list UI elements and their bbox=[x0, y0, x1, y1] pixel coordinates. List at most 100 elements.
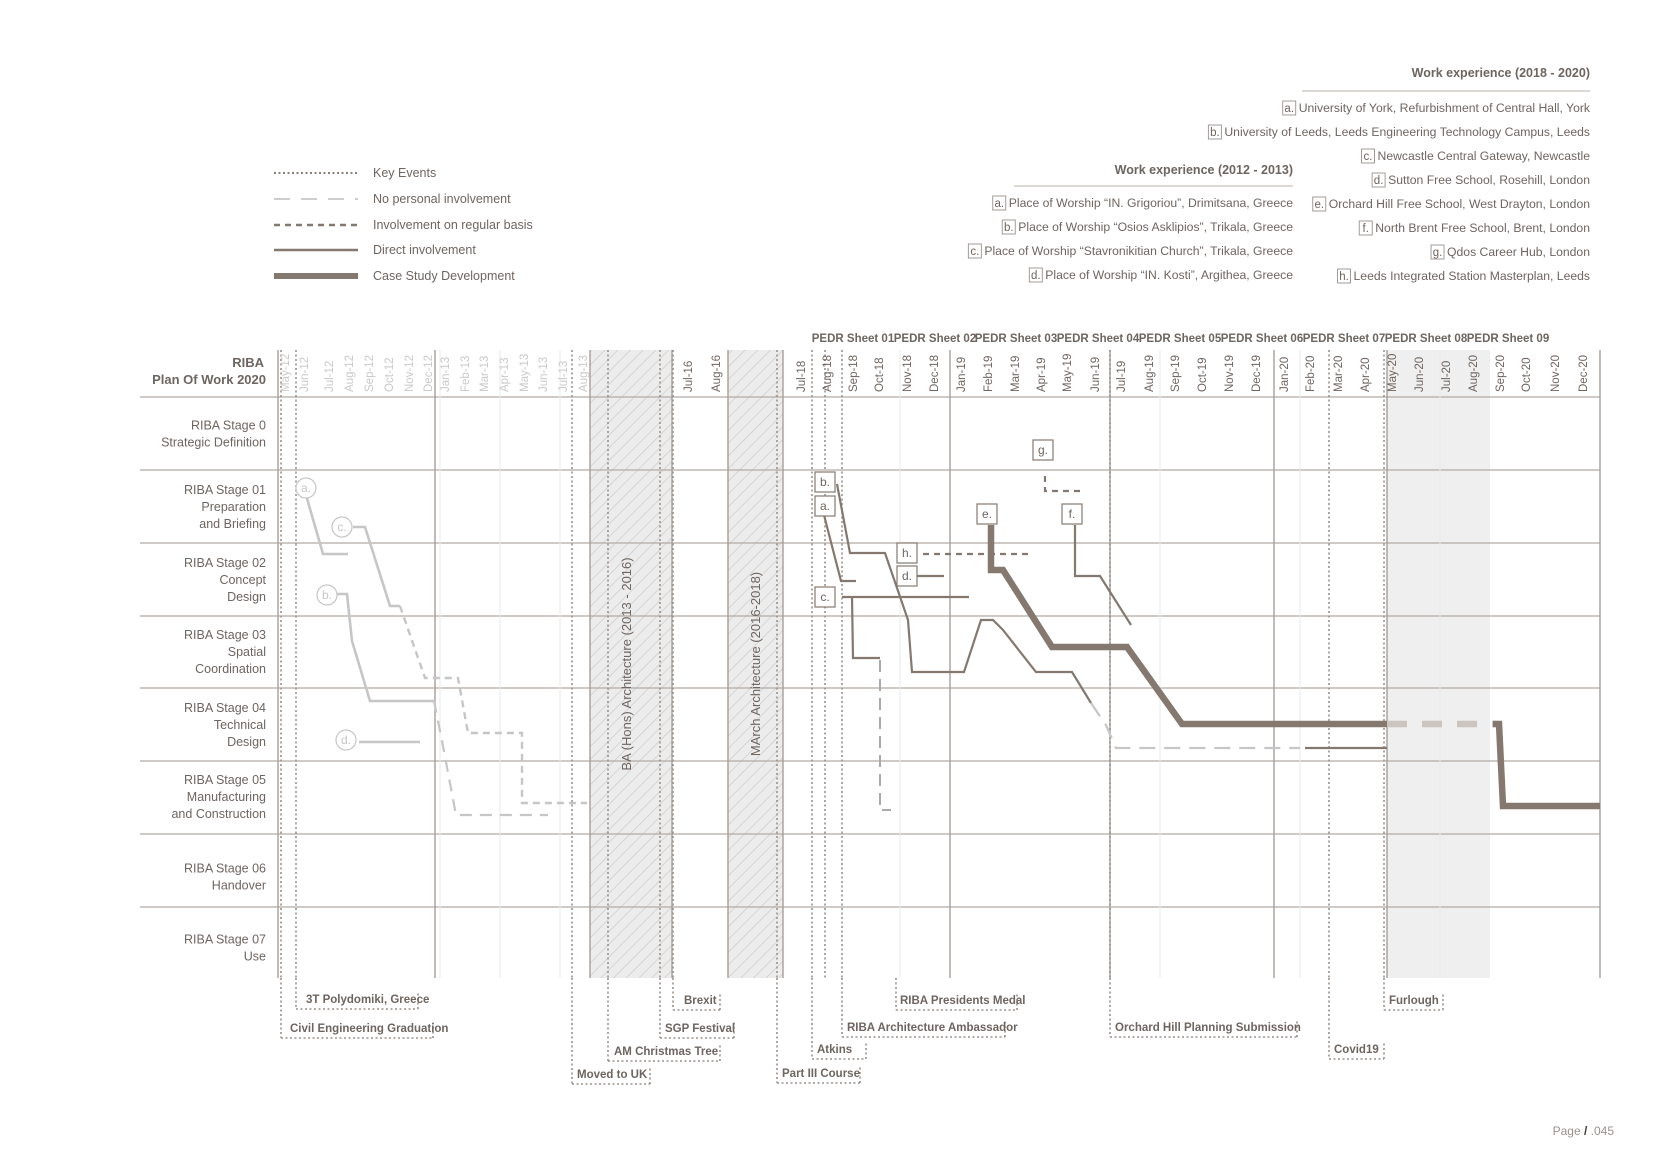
project-marker-label: c. bbox=[820, 590, 829, 604]
month-label: May-13 bbox=[519, 354, 531, 392]
stage-label: Handover bbox=[212, 879, 266, 893]
month-label: Oct-12 bbox=[384, 357, 396, 392]
pedr-sheet-label: PEDR Sheet 03 bbox=[975, 333, 1057, 345]
month-label: Jan-20 bbox=[1279, 357, 1291, 392]
project-b-no-involvement bbox=[1090, 702, 1300, 750]
event-label: RIBA Presidents Medal bbox=[900, 995, 1025, 1007]
month-label: Sep-18 bbox=[848, 355, 860, 392]
month-label: Jun-20 bbox=[1414, 357, 1426, 392]
month-label: Dec-20 bbox=[1578, 355, 1590, 392]
page-value: .045 bbox=[1587, 1124, 1614, 1138]
month-label: Jul-19 bbox=[1116, 361, 1128, 392]
legend-case-study-label: Case Study Development bbox=[373, 269, 515, 283]
legend: Key Events No personal involvement Invol… bbox=[274, 166, 533, 283]
project-sutton-line bbox=[850, 596, 880, 660]
month-label: Nov-18 bbox=[902, 355, 914, 392]
pedr-sheet-label: PEDR Sheet 02 bbox=[894, 333, 976, 345]
furlough-band bbox=[1387, 350, 1490, 978]
stage-label: and Construction bbox=[171, 807, 266, 821]
month-label: Apr-19 bbox=[1036, 357, 1048, 392]
legend-key-events-label: Key Events bbox=[373, 166, 436, 180]
month-label: Mar-19 bbox=[1010, 356, 1022, 392]
ba-architecture-bar bbox=[590, 350, 672, 978]
case-study-line bbox=[987, 525, 1387, 728]
work-item-box bbox=[967, 243, 982, 259]
month-label: Aug-16 bbox=[711, 355, 723, 392]
case-study-resume bbox=[1493, 720, 1600, 810]
work-item-label: Place of Worship “IN. Grigoriou”, Drimit… bbox=[1009, 196, 1293, 210]
work-item-box bbox=[1371, 172, 1386, 188]
event-label: SGP Festival bbox=[665, 1023, 735, 1035]
work-item-box bbox=[1028, 267, 1043, 283]
month-label: Oct-20 bbox=[1521, 357, 1533, 392]
work-item-box bbox=[992, 195, 1007, 211]
project-marker-box bbox=[814, 495, 836, 517]
work-2012-title: Work experience (2012 - 2013) bbox=[1115, 163, 1293, 177]
early-projects bbox=[304, 494, 587, 817]
month-label: Mar-13 bbox=[479, 356, 491, 392]
project-marker-label: a. bbox=[820, 499, 830, 513]
ba-architecture-label: BA (Hons) Architecture (2013 - 2016) bbox=[619, 557, 634, 770]
stage-label: RIBA Stage 06 bbox=[184, 862, 266, 876]
month-label: Apr-20 bbox=[1360, 357, 1372, 392]
stage-label: RIBA Stage 07 bbox=[184, 933, 266, 947]
event-label: AM Christmas Tree bbox=[614, 1046, 718, 1058]
project-marker-box bbox=[896, 542, 918, 564]
early-marker-label: b. bbox=[322, 588, 332, 602]
pedr-sheet-label: PEDR Sheet 09 bbox=[1467, 333, 1549, 345]
stage-label: Spatial bbox=[228, 645, 266, 659]
event-label: Moved to UK bbox=[577, 1069, 648, 1081]
pedr-sheet-label: PEDR Sheet 01 bbox=[812, 333, 895, 345]
work-item-label: Leeds Integrated Station Masterplan, Lee… bbox=[1354, 269, 1590, 283]
work-item-letter: e. bbox=[1314, 199, 1324, 211]
work-item-label: North Brent Free School, Brent, London bbox=[1375, 221, 1590, 235]
month-label: Jun-19 bbox=[1090, 357, 1102, 392]
stage-label: Use bbox=[244, 950, 266, 964]
work-item-letter: g. bbox=[1433, 247, 1443, 259]
event-label: Civil Engineering Graduation bbox=[290, 1023, 448, 1035]
legend-no-involvement-label: No personal involvement bbox=[373, 192, 511, 206]
riba-title-line1: RIBA bbox=[232, 355, 264, 370]
month-label: Mar-20 bbox=[1333, 356, 1345, 392]
work-experience-2018: Work experience (2018 - 2020) University… bbox=[1207, 66, 1591, 284]
project-marker-label: g. bbox=[1038, 443, 1048, 457]
early-marker-circle bbox=[295, 477, 317, 499]
month-label: Jan-13 bbox=[440, 357, 452, 392]
work-item-box bbox=[1207, 124, 1222, 140]
march-architecture-bar bbox=[728, 350, 783, 978]
month-label: Jul-20 bbox=[1441, 361, 1453, 392]
stage-label: Concept bbox=[219, 573, 266, 587]
work-item-letter: d. bbox=[1031, 270, 1041, 282]
work-item-letter: b. bbox=[1004, 222, 1014, 234]
work-item-label: Qdos Career Hub, London bbox=[1447, 245, 1590, 259]
month-label: Jun-13 bbox=[538, 357, 550, 392]
page-number: Page / .045 bbox=[1553, 1124, 1615, 1138]
work-item-label: Newcastle Central Gateway, Newcastle bbox=[1378, 149, 1591, 163]
work-item-box bbox=[1430, 244, 1445, 260]
month-label: Jul-16 bbox=[683, 361, 695, 392]
stage-label: RIBA Stage 05 bbox=[184, 773, 266, 787]
early-project-a-line bbox=[304, 494, 348, 556]
project-marker-box bbox=[896, 565, 918, 587]
month-label: Aug-18 bbox=[822, 355, 834, 392]
stage-label: Design bbox=[227, 590, 266, 604]
late-projects bbox=[822, 476, 1600, 811]
early-project-c-dashed bbox=[398, 605, 587, 805]
work-item-box bbox=[1001, 219, 1016, 235]
early-marker-circle bbox=[316, 584, 338, 606]
legend-direct-label: Direct involvement bbox=[373, 243, 476, 257]
event-label: Brexit bbox=[684, 995, 717, 1007]
work-item-letter: b. bbox=[1210, 127, 1220, 139]
pedr-sheet-label: PEDR Sheet 06 bbox=[1221, 333, 1303, 345]
stage-label: and Briefing bbox=[199, 517, 266, 531]
stage-label: RIBA Stage 02 bbox=[184, 556, 266, 570]
month-label: Dec-12 bbox=[423, 355, 435, 392]
early-project-b-dashed bbox=[432, 700, 548, 817]
month-label: Aug-20 bbox=[1468, 355, 1480, 392]
work-item-letter: a. bbox=[994, 198, 1004, 210]
stage-label: RIBA Stage 04 bbox=[184, 701, 266, 715]
work-item-box bbox=[1361, 148, 1375, 164]
event-label: Covid19 bbox=[1334, 1044, 1379, 1056]
month-label: Feb-13 bbox=[460, 356, 472, 392]
month-label: Nov-19 bbox=[1224, 355, 1236, 392]
